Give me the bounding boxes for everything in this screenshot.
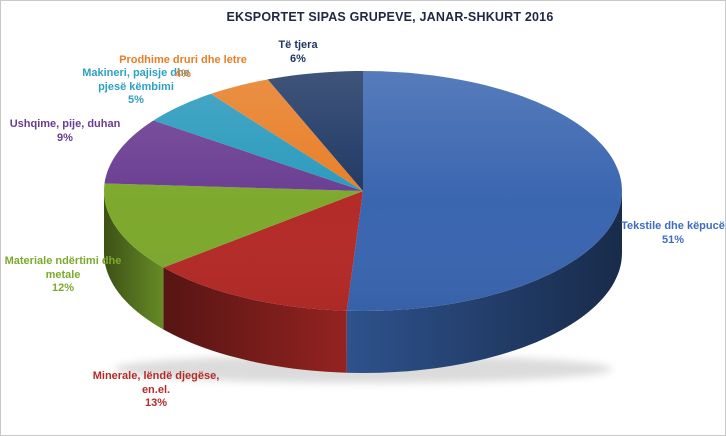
slice-label-line: Të tjera [278, 39, 318, 51]
slice-label-line: pjesë këmbimi [98, 80, 174, 93]
pie-slice-side-tekstile-dhe-k-puc [346, 191, 622, 373]
slice-label-line: Ushqime, pije, duhan [9, 118, 121, 130]
slice-label-line: 12% [51, 282, 75, 294]
slice-label-line: Materiale ndërtimi dhe [4, 255, 122, 267]
chart-title: EKSPORTET SIPAS GRUPEVE, JANAR-SHKURT 20… [226, 10, 554, 24]
slice-label-line: 5% [128, 94, 144, 106]
slice-label-materiale-nd-rtimi-dhe-metale: Materiale ndërtimi dhe metale 12% [5, 255, 122, 296]
slice-label-line: 9% [57, 131, 73, 144]
slice-label-line: metale [45, 268, 81, 281]
slice-label-line: 13% [144, 397, 168, 409]
slice-label-prodhime-druri-dhe-letre: Prodhime druri dhe letre 4% [119, 54, 247, 81]
slice-label-ushqime-pije-duhan: Ushqime, pije, duhan 9% [10, 118, 121, 145]
slice-label-tekstile-dhe-k-puc: Tekstile dhe këpucë 51% [621, 220, 725, 247]
slice-label-minerale-l-nd-djeg-se-en-el: Minerale, lëndë djegëse, en.el. 13% [93, 370, 220, 411]
slice-label-line: 51% [661, 233, 685, 246]
slice-label-line: Minerale, lëndë djegëse, [92, 370, 220, 382]
slice-label-line: Prodhime druri dhe letre [119, 54, 247, 66]
slice-label-line: en.el. [141, 383, 171, 396]
slice-label-line: Tekstile dhe këpucë [621, 220, 725, 232]
slice-label-line: 6% [290, 52, 306, 65]
slice-label-line: 4% [175, 67, 191, 80]
slice-label-t-tjera: Të tjera 6% [278, 39, 317, 66]
